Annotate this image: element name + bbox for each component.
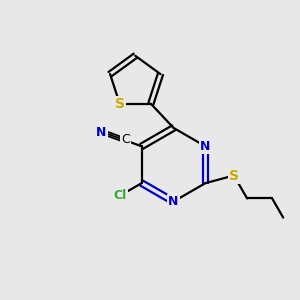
- Text: Cl: Cl: [113, 189, 127, 202]
- Text: S: S: [115, 97, 125, 111]
- Text: N: N: [168, 195, 179, 208]
- Text: N: N: [200, 140, 211, 153]
- Text: S: S: [229, 169, 239, 182]
- Text: C: C: [121, 133, 130, 146]
- Text: N: N: [96, 126, 106, 139]
